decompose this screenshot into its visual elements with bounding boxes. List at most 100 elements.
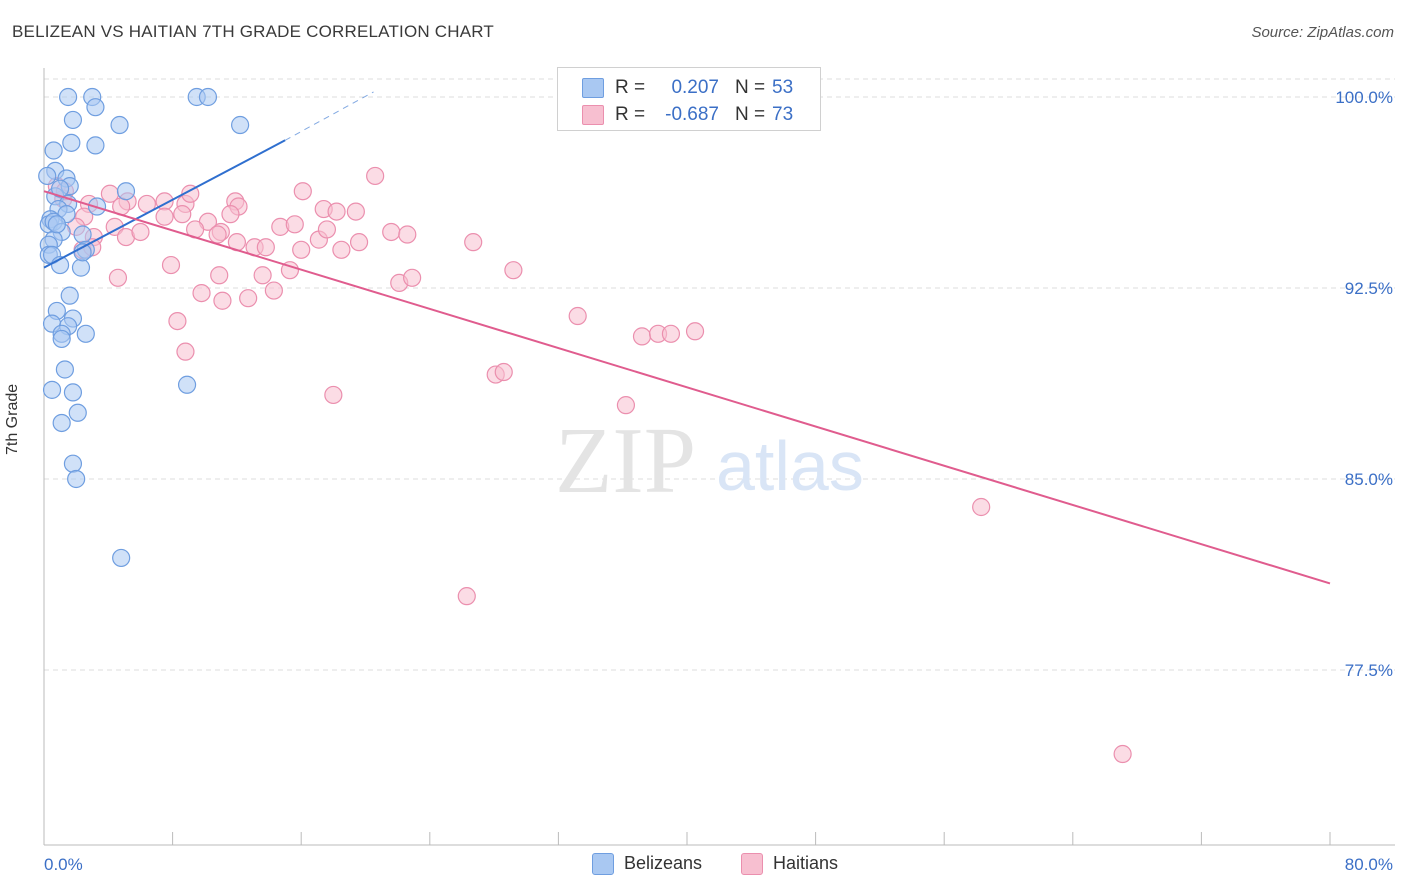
y-tick-label: 85.0%	[1345, 470, 1393, 489]
haitian-point	[317, 220, 337, 239]
haitian-point	[366, 166, 385, 186]
haitian-point	[1113, 744, 1132, 764]
haitian-point	[398, 225, 417, 244]
belizean-point	[60, 286, 79, 305]
haitian-point	[632, 327, 652, 346]
haitian-point	[327, 202, 346, 221]
belizeans-legend-swatch	[592, 853, 614, 875]
haitian-point	[264, 281, 283, 300]
haitian-point	[382, 222, 401, 242]
r-label: R =	[615, 77, 646, 98]
legend-label: Belizeans	[624, 853, 703, 873]
watermark-atlas: atlas	[716, 427, 864, 505]
belizean-point	[44, 141, 63, 160]
haitian-point	[239, 289, 258, 308]
haitian-point	[131, 222, 150, 242]
belizean-point	[116, 182, 136, 201]
y-tick-label: 100.0%	[1335, 88, 1393, 107]
y-tick-label: 77.5%	[1345, 661, 1393, 680]
belizean-point	[68, 403, 87, 422]
haitian-point	[494, 362, 513, 382]
belizean-point	[198, 87, 218, 107]
haitian-point	[972, 497, 991, 517]
watermark-zip: ZIP	[555, 409, 696, 513]
haitian-point	[221, 205, 240, 224]
belizean-point	[50, 179, 70, 198]
belizean-point	[86, 136, 105, 155]
watermark: ZIP atlas	[555, 409, 864, 513]
belizean-point	[47, 215, 66, 234]
n-label: N =	[735, 77, 766, 98]
r-label: R =	[615, 104, 646, 125]
haitian-point	[616, 396, 636, 415]
r-value: 0.207	[671, 77, 719, 98]
haitian-point	[208, 225, 227, 244]
belizean-trend-extension	[284, 91, 374, 141]
chart-title: BELIZEAN VS HAITIAN 7TH GRADE CORRELATIO…	[12, 22, 495, 41]
belizean-point	[63, 110, 83, 130]
grid-lines	[44, 78, 1395, 671]
axes	[43, 68, 1395, 846]
legend-label: Haitians	[773, 853, 839, 873]
belizean-point	[62, 133, 81, 152]
haitian-point	[108, 268, 128, 287]
belizean-point	[52, 413, 71, 433]
trend-lines	[43, 91, 1331, 585]
belizean-point	[52, 329, 71, 349]
haitian-point	[161, 255, 181, 275]
y-tick-label: 92.5%	[1345, 279, 1393, 298]
belizean-point	[67, 469, 86, 489]
belizean-point	[177, 375, 197, 394]
source-label: Source: ZipAtlas.com	[1251, 24, 1394, 41]
haitian-point	[100, 184, 120, 203]
belizean-trend-line	[43, 139, 286, 269]
haitian-point	[568, 306, 587, 326]
haitian-trend-line	[43, 190, 1331, 585]
haitian-point	[293, 182, 312, 201]
haitian-point	[253, 266, 272, 285]
haitian-point	[504, 261, 523, 280]
haitian-point	[285, 215, 304, 234]
belizean-point	[38, 166, 57, 186]
stats-row-belizeans: R = 0.207 N = 53	[558, 75, 820, 101]
haitian-point	[332, 240, 351, 259]
belizean-point	[59, 87, 78, 107]
belizean-point	[112, 548, 131, 568]
belizean-point	[71, 258, 91, 277]
haitian-point	[210, 266, 229, 285]
haitian-point	[685, 322, 705, 341]
haitian-point	[349, 233, 369, 252]
x-tick-label: 80.0%	[1345, 855, 1393, 874]
haitian-point	[346, 202, 365, 221]
haitians-swatch	[582, 105, 604, 125]
belizean-point	[63, 383, 83, 402]
haitian-point	[464, 233, 483, 252]
haitian-point	[256, 238, 275, 257]
belizean-point	[86, 98, 105, 117]
belizean-point	[231, 115, 250, 135]
belizean-point	[63, 454, 83, 473]
haitian-point	[168, 312, 187, 331]
belizeans-swatch	[582, 78, 604, 98]
belizean-point	[73, 225, 92, 244]
belizean-point	[55, 360, 74, 379]
stats-row-haitians: R = -0.687 N = 73	[558, 102, 820, 128]
r-value: -0.687	[665, 104, 719, 125]
tick-labels: 77.5% 85.0% 92.5% 100.0% 0.0% 80.0%	[44, 88, 1393, 874]
n-label: N =	[735, 104, 766, 125]
haitian-point	[155, 207, 174, 226]
belizean-point	[42, 380, 62, 399]
n-value: 53	[772, 77, 794, 98]
haitian-point	[292, 240, 311, 259]
haitians-legend-swatch	[741, 853, 763, 875]
haitian-point	[176, 342, 195, 361]
x-tick-label: 0.0%	[44, 855, 83, 874]
stats-legend: R = 0.207 N = 53 R = -0.687 N = 73	[557, 67, 821, 131]
belizean-point	[76, 324, 95, 343]
haitian-point	[457, 587, 476, 606]
n-value: 73	[772, 104, 794, 125]
haitian-point	[192, 283, 211, 303]
haitian-point	[403, 268, 422, 287]
haitian-point	[324, 385, 343, 405]
